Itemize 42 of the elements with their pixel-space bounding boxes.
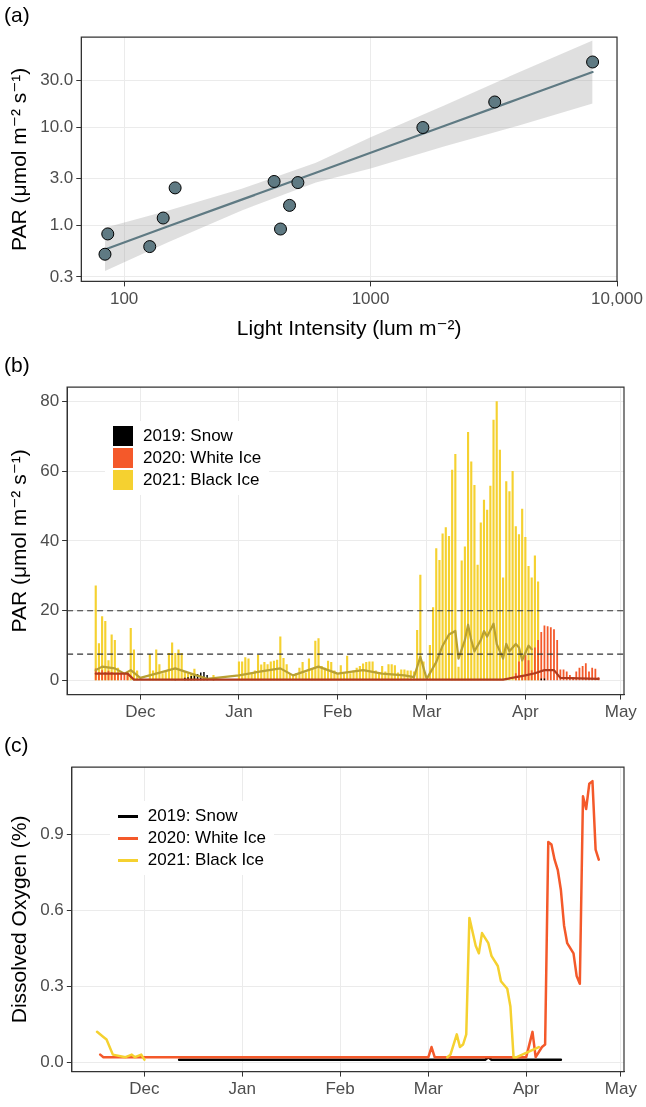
y-axis-title: PAR (μmol m⁻² s⁻¹): [7, 67, 31, 251]
x-tick-label: May: [604, 1079, 638, 1099]
y-tick-label: 0: [49, 670, 60, 690]
x-tick-label: Feb: [325, 1079, 355, 1099]
x-tick-label: 10,000: [591, 289, 643, 309]
x-tick-label: Dec: [125, 702, 156, 722]
y-tick-label: 0.3: [40, 975, 64, 995]
legend-label: 2021: Black Ice: [147, 849, 265, 872]
y-tick-label: 3.0: [49, 168, 74, 188]
x-tick-label: Mar: [413, 1079, 444, 1099]
x-tick-label: 100: [109, 289, 139, 309]
y-tick-label: 60: [40, 460, 60, 480]
y-tick-label: 80: [40, 390, 60, 410]
chart-title: (a): [4, 3, 30, 27]
y-tick-label: 1.0: [49, 215, 74, 235]
y-tick-label: 0.6: [40, 899, 64, 919]
legend-label: 2020: White Ice: [143, 447, 262, 470]
legend-label: 2019: Snow: [143, 425, 233, 448]
x-tick-label: Jan: [228, 1079, 256, 1099]
legend-label: 2021: Black Ice: [143, 469, 260, 492]
x-tick-label: Mar: [412, 702, 442, 722]
x-tick-label: May: [604, 702, 638, 722]
y-tick-label: 0.9: [40, 824, 64, 843]
x-axis-title: Light Intensity (lum m⁻²): [236, 316, 462, 340]
x-tick-label: 1000: [351, 289, 390, 309]
y-axis-title: PAR (μmol m⁻² s⁻¹): [7, 449, 31, 633]
x-tick-label: Apr: [512, 1079, 540, 1099]
x-tick-label: Jan: [225, 702, 253, 722]
x-tick-label: Dec: [129, 1079, 161, 1099]
y-tick-label: 30.0: [40, 69, 74, 89]
x-tick-label: Feb: [322, 702, 353, 722]
y-tick-label: 20: [40, 600, 60, 620]
x-tick-label: Apr: [512, 702, 539, 722]
y-tick-label: 10.0: [40, 116, 74, 136]
y-tick-label: 40: [40, 530, 60, 550]
legend-label: 2020: White Ice: [147, 827, 266, 850]
y-axis-title: Dissolved Oxygen (%): [7, 815, 31, 1024]
y-tick-label: 0.3: [49, 266, 74, 286]
chart-title: (c): [4, 733, 29, 757]
chart-title: (b): [4, 353, 30, 377]
legend-label: 2019: Snow: [147, 805, 238, 828]
y-tick-label: 0.0: [40, 1051, 64, 1071]
